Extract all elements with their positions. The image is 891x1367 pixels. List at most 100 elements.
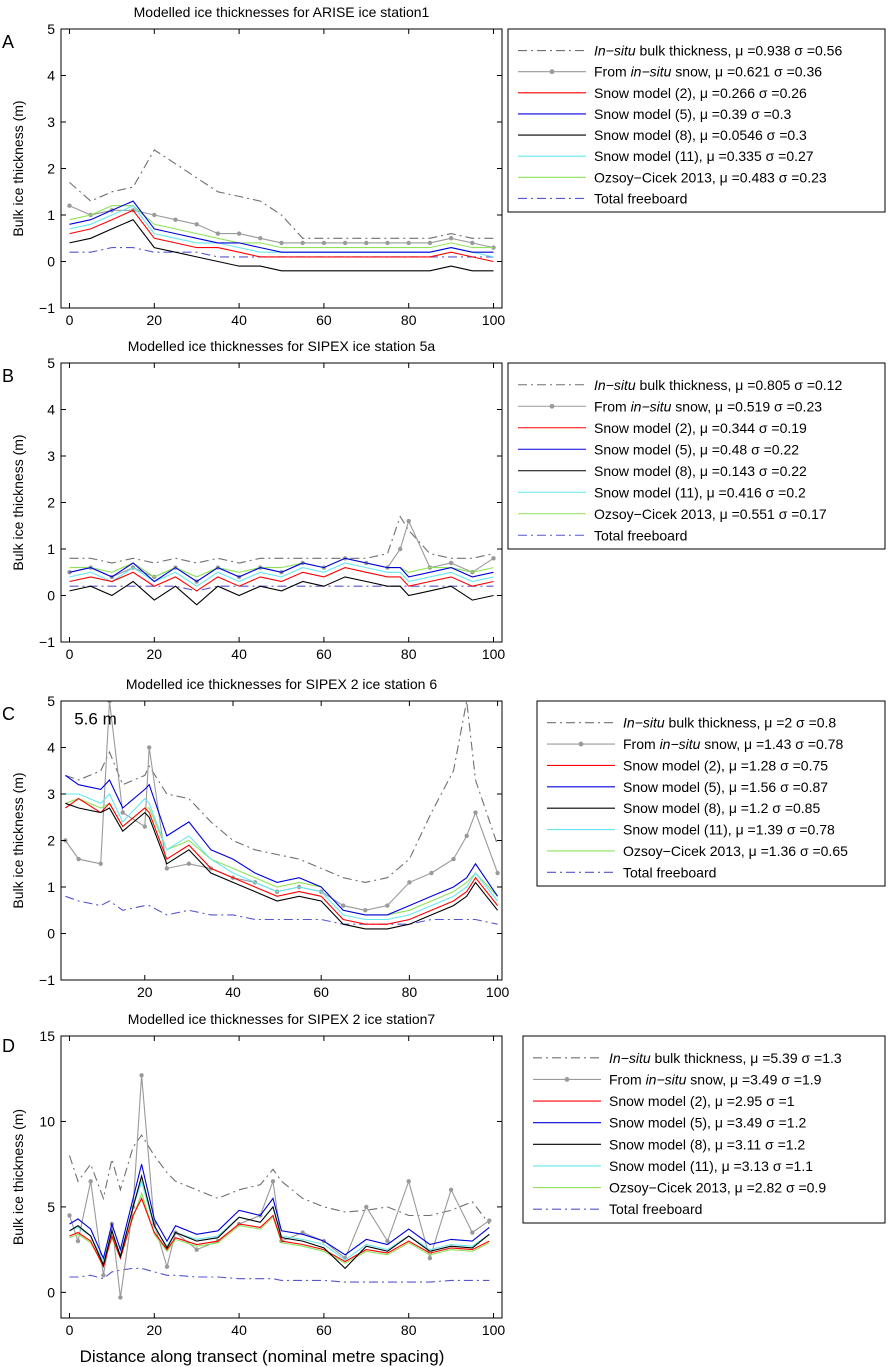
axes-frame bbox=[60, 28, 503, 309]
series-line-2 bbox=[69, 567, 494, 592]
legend: In−situ bulk thickness, μ =2 σ =0.8 From … bbox=[536, 700, 886, 887]
x-tick-label: 100 bbox=[482, 1322, 506, 1338]
y-tick-label: 5 bbox=[47, 21, 55, 37]
data-point bbox=[173, 217, 178, 222]
legend-marker bbox=[549, 69, 555, 75]
y-tick-label: 3 bbox=[47, 448, 55, 464]
legend-marker bbox=[564, 1077, 570, 1082]
axes-frame bbox=[60, 700, 503, 981]
series-line-3 bbox=[69, 557, 494, 583]
x-tick-label: 40 bbox=[225, 984, 241, 1000]
series-line-2 bbox=[69, 209, 494, 263]
panel-title: Modelled ice thicknesses for SIPEX 2 ice… bbox=[128, 1011, 436, 1027]
data-point bbox=[427, 240, 433, 246]
series-group bbox=[67, 1073, 492, 1300]
legend-label: From in−situ snow, μ =0.621 σ =0.36 bbox=[594, 64, 822, 80]
legend-label: Snow model (2), μ =0.344 σ =0.19 bbox=[594, 420, 807, 436]
series-line-3 bbox=[69, 200, 494, 253]
x-tick-label: 40 bbox=[231, 312, 247, 328]
legend-label: Snow model (2), μ =1.28 σ =0.75 bbox=[623, 757, 828, 773]
legend-label: Snow model (8), μ =1.2 σ =0.85 bbox=[623, 800, 820, 816]
panel-letter: A bbox=[2, 32, 14, 52]
data-point bbox=[464, 833, 469, 839]
x-tick-label: 20 bbox=[146, 1322, 162, 1338]
panel-d: D Modelled ice thicknesses for SIPEX 2 ic… bbox=[2, 1011, 886, 1338]
legend-label: Snow model (5), μ =0.39 σ =0.3 bbox=[594, 106, 791, 122]
data-point bbox=[363, 908, 368, 913]
data-point bbox=[385, 240, 390, 246]
y-tick-label: 4 bbox=[47, 402, 55, 418]
x-tick-label: 80 bbox=[401, 1322, 417, 1338]
y-tick-label: 4 bbox=[47, 68, 55, 84]
series-line-5 bbox=[65, 793, 499, 921]
data-point bbox=[385, 903, 390, 908]
series-line-7 bbox=[69, 585, 494, 592]
data-point bbox=[407, 880, 412, 885]
legend-label: Total freeboard bbox=[594, 527, 687, 543]
legend-box bbox=[522, 1035, 886, 1224]
legend-label: Snow model (2), μ =2.95 σ =1 bbox=[609, 1093, 795, 1109]
data-point bbox=[429, 870, 434, 876]
y-tick-label: 2 bbox=[47, 495, 55, 511]
legend-label: Snow model (5), μ =1.56 σ =0.87 bbox=[623, 779, 828, 795]
legend-label: Total freeboard bbox=[594, 190, 687, 206]
data-point bbox=[427, 1255, 433, 1261]
data-point bbox=[451, 856, 456, 862]
legend-label: Ozsoy−Cicek 2013, μ =0.483 σ =0.23 bbox=[594, 169, 827, 185]
legend-label: Snow model (8), μ =0.143 σ =0.22 bbox=[594, 463, 807, 479]
data-point bbox=[101, 1273, 106, 1278]
data-point bbox=[406, 240, 411, 246]
legend-label: In−situ bulk thickness, μ =0.805 σ =0.12 bbox=[594, 377, 842, 393]
legend: In−situ bulk thickness, μ =0.805 σ =0.12… bbox=[507, 362, 886, 550]
panel-b: B Modelled ice thicknesses for SIPEX ice … bbox=[2, 338, 886, 662]
data-point bbox=[470, 1230, 475, 1235]
legend-label: Snow model (11), μ =0.416 σ =0.2 bbox=[594, 484, 806, 500]
data-point bbox=[406, 518, 411, 524]
series-line-2 bbox=[69, 1197, 490, 1269]
panel-c: C Modelled ice thicknesses for SIPEX 2 ic… bbox=[2, 676, 886, 1000]
series-line-5 bbox=[69, 205, 494, 258]
series-line-1 bbox=[68, 1075, 490, 1298]
y-tick-label: 1 bbox=[47, 879, 55, 895]
data-point bbox=[470, 240, 475, 246]
series-line-3 bbox=[69, 1164, 490, 1260]
legend-label: Snow model (5), μ =3.49 σ =1.2 bbox=[609, 1115, 806, 1131]
y-tick-label: 0 bbox=[47, 588, 55, 604]
data-point bbox=[342, 240, 348, 246]
x-tick-label: 100 bbox=[486, 984, 510, 1000]
data-point bbox=[142, 824, 147, 829]
series-line-3 bbox=[65, 774, 499, 916]
y-tick-label: 10 bbox=[39, 1113, 55, 1129]
y-tick-label: 3 bbox=[47, 114, 55, 130]
y-tick-label: 0 bbox=[47, 254, 55, 270]
x-tick-label: 80 bbox=[402, 984, 418, 1000]
data-point bbox=[120, 810, 125, 815]
y-tick-label: 3 bbox=[47, 786, 55, 802]
x-tick-label: 80 bbox=[401, 312, 417, 328]
x-tick-label: 100 bbox=[482, 312, 506, 328]
data-point bbox=[406, 1179, 411, 1184]
legend-label: Snow model (5), μ =0.48 σ =0.22 bbox=[594, 441, 799, 457]
series-line-2 bbox=[65, 797, 499, 925]
panel-title: Modelled ice thicknesses for ARISE ice s… bbox=[134, 4, 430, 20]
data-point bbox=[364, 1204, 369, 1210]
series-line-5 bbox=[69, 562, 494, 587]
data-point bbox=[98, 861, 103, 866]
x-tick-label: 60 bbox=[316, 312, 332, 328]
data-point bbox=[448, 1187, 454, 1193]
legend-box bbox=[507, 362, 886, 550]
data-point bbox=[67, 570, 72, 575]
legend-marker bbox=[549, 403, 555, 409]
panel-title: Modelled ice thicknesses for SIPEX ice s… bbox=[128, 338, 436, 354]
legend-label: Snow model (11), μ =1.39 σ =0.78 bbox=[623, 822, 835, 838]
series-line-6 bbox=[69, 557, 494, 578]
y-tick-label: 2 bbox=[47, 833, 55, 849]
x-tick-label: 80 bbox=[401, 646, 417, 662]
data-point bbox=[118, 1295, 123, 1300]
y-tick-label: 5 bbox=[47, 1199, 55, 1215]
y-tick-label: 15 bbox=[39, 1028, 55, 1044]
data-point bbox=[258, 236, 263, 241]
data-point bbox=[491, 556, 496, 561]
legend-label: Snow model (8), μ =3.11 σ =1.2 bbox=[609, 1136, 805, 1152]
